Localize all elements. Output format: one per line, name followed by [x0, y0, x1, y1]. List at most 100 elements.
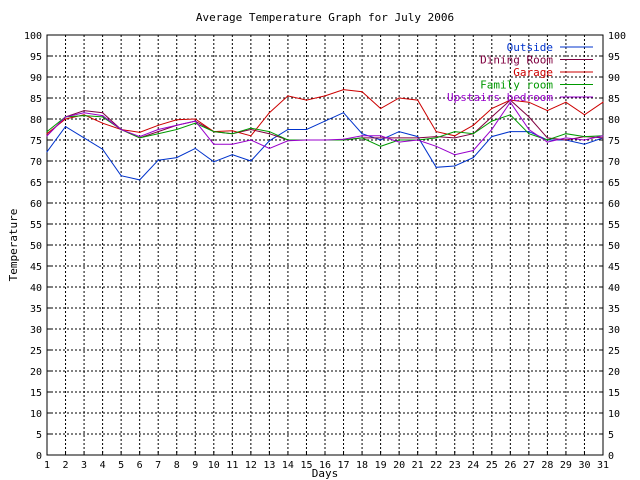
- y-tick-label-right: 70: [608, 157, 620, 168]
- data-point: [157, 131, 159, 133]
- data-point: [454, 137, 456, 139]
- data-point: [268, 140, 270, 142]
- x-tick-label: 13: [263, 460, 275, 471]
- data-point: [528, 131, 530, 133]
- data-point: [528, 133, 530, 135]
- x-tick-label: 2: [63, 460, 69, 471]
- y-tick-label-right: 65: [608, 178, 620, 189]
- x-tick-label: 30: [578, 460, 590, 471]
- x-tick-label: 24: [467, 460, 479, 471]
- data-point: [176, 128, 178, 131]
- data-point: [46, 131, 48, 133]
- data-point: [509, 114, 511, 116]
- x-tick-label: 1: [44, 460, 50, 471]
- data-point: [231, 130, 233, 132]
- data-point: [83, 115, 85, 117]
- y-tick-label-right: 0: [608, 451, 614, 462]
- series-line: [46, 112, 604, 181]
- y-tick-label-right: 100: [608, 31, 626, 42]
- data-point: [565, 101, 567, 103]
- x-tick-label: 21: [412, 460, 424, 471]
- y-axis-left: 0 5 10 15 20 25 30 35 40 45 50 55 60 65 70 75 80 85 90 95 10…: [24, 31, 51, 462]
- data-point: [380, 135, 382, 137]
- data-point: [46, 135, 48, 137]
- x-tick-label: 26: [504, 460, 516, 471]
- series-upstairs-bedroom: [46, 101, 604, 156]
- data-point: [583, 143, 586, 145]
- y-tick-label-right: 45: [608, 262, 620, 273]
- x-tick-label: 9: [192, 460, 198, 471]
- data-point: [398, 141, 400, 143]
- x-tick-label: 4: [100, 460, 106, 471]
- y-tick-label-left: 45: [30, 262, 42, 273]
- data-point: [250, 139, 252, 141]
- data-point: [435, 166, 437, 168]
- data-point: [194, 120, 196, 122]
- y-tick-label-right: 10: [608, 409, 620, 420]
- data-point: [528, 101, 530, 103]
- y-tick-label-right: 90: [608, 73, 620, 84]
- data-point: [528, 128, 530, 131]
- y-tick-label-left: 70: [30, 157, 42, 168]
- y-axis-label: Temperature: [7, 209, 20, 282]
- data-point: [546, 110, 549, 112]
- data-point: [268, 133, 270, 135]
- data-point: [380, 107, 382, 110]
- x-tick-label: 6: [137, 460, 143, 471]
- data-point: [194, 147, 196, 149]
- data-point: [157, 124, 159, 126]
- legend-label: Dining Room: [480, 54, 553, 67]
- data-point: [565, 133, 567, 135]
- data-point: [398, 137, 400, 139]
- series-outside: [46, 112, 604, 181]
- data-point: [139, 131, 141, 134]
- data-point: [509, 99, 511, 101]
- x-tick-label: 31: [597, 460, 609, 471]
- y-tick-label-right: 25: [608, 346, 620, 357]
- x-tick-label: 7: [155, 460, 161, 471]
- y-tick-label-left: 100: [24, 31, 42, 42]
- x-tick-label: 23: [449, 460, 461, 471]
- data-point: [194, 122, 196, 124]
- data-point: [380, 137, 382, 139]
- data-point: [472, 157, 474, 159]
- y-tick-label-left: 40: [30, 283, 42, 294]
- data-point: [583, 136, 586, 138]
- data-point: [305, 128, 308, 131]
- data-point: [546, 141, 549, 143]
- data-point: [435, 131, 437, 133]
- data-point: [120, 175, 122, 177]
- data-point: [287, 128, 289, 131]
- x-tick-label: 14: [282, 460, 294, 471]
- y-tick-label-left: 20: [30, 367, 42, 378]
- y-tick-label-right: 75: [608, 136, 620, 147]
- data-point: [342, 112, 345, 114]
- x-axis: 1 2 3 4 5 6 7 8 9 10 11 12 13 14 15 16 17 18 19 20 21 22 23 24 2…: [44, 451, 609, 471]
- data-point: [64, 118, 67, 120]
- x-tick-label: 18: [356, 460, 368, 471]
- legend-label: Family room: [480, 79, 553, 92]
- data-point: [491, 120, 493, 122]
- data-point: [213, 131, 215, 133]
- x-tick-label: 17: [338, 460, 350, 471]
- data-point: [83, 112, 85, 114]
- y-tick-label-left: 55: [30, 220, 42, 231]
- x-tick-label: 8: [174, 460, 180, 471]
- y-tick-label-left: 95: [30, 52, 42, 63]
- data-point: [176, 157, 178, 159]
- data-point: [46, 133, 48, 135]
- x-tick-label: 29: [560, 460, 572, 471]
- series-garage: [46, 89, 604, 137]
- x-tick-label: 16: [319, 460, 331, 471]
- data-point: [268, 147, 270, 149]
- data-point: [64, 125, 67, 128]
- data-point: [157, 133, 159, 135]
- data-point: [120, 128, 122, 131]
- x-tick-label: 10: [208, 460, 220, 471]
- y-tick-label-right: 60: [608, 199, 620, 210]
- y-tick-label-left: 90: [30, 73, 42, 84]
- data-point: [64, 116, 67, 118]
- data-point: [102, 122, 104, 124]
- data-point: [213, 143, 215, 145]
